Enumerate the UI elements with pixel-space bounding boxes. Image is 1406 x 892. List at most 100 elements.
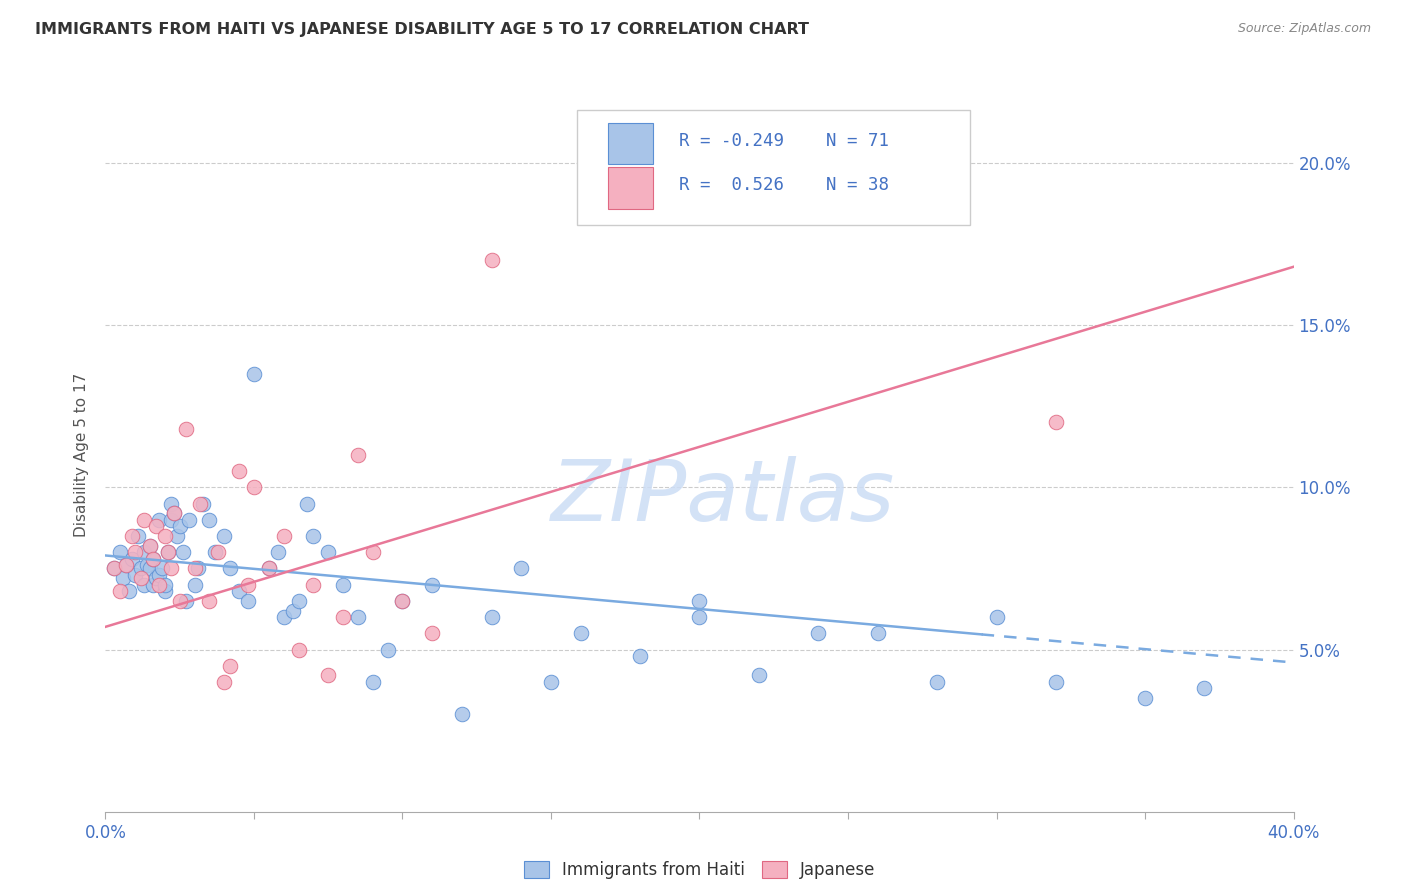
Legend: Immigrants from Haiti, Japanese: Immigrants from Haiti, Japanese: [517, 854, 882, 886]
Point: [302, 577, 325, 591]
Point: [347, 610, 370, 624]
Point: [177, 513, 200, 527]
Point: [110, 584, 132, 599]
Point: [110, 545, 132, 559]
Point: [287, 594, 309, 608]
Point: [986, 610, 1008, 624]
Point: [121, 529, 143, 543]
Point: [332, 610, 354, 624]
Point: [287, 642, 309, 657]
Point: [156, 545, 179, 559]
Point: [163, 506, 186, 520]
Point: [243, 367, 266, 381]
Point: [628, 648, 651, 663]
Point: [159, 561, 181, 575]
Point: [748, 668, 770, 682]
Point: [450, 707, 472, 722]
Text: ZIPatlas: ZIPatlas: [551, 456, 896, 540]
Point: [103, 561, 125, 575]
Point: [297, 497, 319, 511]
Point: [689, 610, 711, 624]
Point: [481, 253, 503, 268]
Point: [1194, 681, 1216, 696]
Point: [169, 594, 191, 608]
Point: [198, 513, 221, 527]
Point: [145, 571, 167, 585]
Point: [142, 551, 165, 566]
Point: [148, 577, 170, 591]
Point: [228, 584, 250, 599]
Point: [186, 561, 208, 575]
Text: Source: ZipAtlas.com: Source: ZipAtlas.com: [1237, 22, 1371, 36]
Point: [103, 561, 125, 575]
Point: [118, 584, 141, 599]
Point: [1045, 675, 1067, 690]
Point: [183, 561, 205, 575]
Point: [132, 577, 155, 591]
Point: [136, 558, 159, 573]
Point: [927, 675, 949, 690]
Point: [174, 422, 197, 436]
Point: [132, 513, 155, 527]
Y-axis label: Disability Age 5 to 17: Disability Age 5 to 17: [75, 373, 90, 537]
Point: [148, 568, 170, 582]
Point: [377, 642, 399, 657]
Point: [139, 561, 162, 575]
Point: [420, 626, 443, 640]
Point: [391, 594, 413, 608]
Point: [281, 604, 304, 618]
Point: [112, 571, 135, 585]
Point: [163, 506, 186, 520]
Point: [159, 497, 181, 511]
Point: [153, 529, 176, 543]
Point: [569, 626, 592, 640]
Point: [219, 658, 242, 673]
Point: [115, 558, 138, 573]
Point: [207, 545, 229, 559]
Point: [236, 594, 259, 608]
Point: [257, 561, 280, 575]
Point: [124, 568, 146, 582]
Point: [807, 626, 830, 640]
Point: [139, 539, 162, 553]
Point: [129, 571, 152, 585]
Point: [198, 594, 221, 608]
Point: [204, 545, 226, 559]
Point: [169, 519, 191, 533]
Point: [273, 529, 295, 543]
Point: [142, 551, 165, 566]
FancyBboxPatch shape: [607, 123, 654, 164]
Point: [127, 529, 149, 543]
Point: [540, 675, 562, 690]
Point: [115, 558, 138, 573]
Point: [174, 594, 197, 608]
Point: [228, 464, 250, 478]
Point: [142, 577, 165, 591]
Text: R = -0.249    N = 71: R = -0.249 N = 71: [679, 132, 889, 150]
Point: [236, 577, 259, 591]
Text: R =  0.526    N = 38: R = 0.526 N = 38: [679, 176, 889, 194]
Point: [129, 561, 152, 575]
FancyBboxPatch shape: [607, 168, 654, 209]
Point: [214, 675, 236, 690]
Point: [183, 577, 205, 591]
Point: [156, 545, 179, 559]
Point: [361, 545, 384, 559]
Point: [267, 545, 290, 559]
Point: [124, 545, 146, 559]
Point: [1045, 416, 1067, 430]
Point: [243, 480, 266, 494]
Point: [145, 519, 167, 533]
Point: [332, 577, 354, 591]
Point: [316, 545, 339, 559]
Point: [139, 539, 162, 553]
Point: [481, 610, 503, 624]
Point: [132, 545, 155, 559]
Point: [159, 513, 181, 527]
Point: [361, 675, 384, 690]
Point: [257, 561, 280, 575]
Point: [153, 577, 176, 591]
Point: [316, 668, 339, 682]
Point: [214, 529, 236, 543]
Point: [347, 448, 370, 462]
